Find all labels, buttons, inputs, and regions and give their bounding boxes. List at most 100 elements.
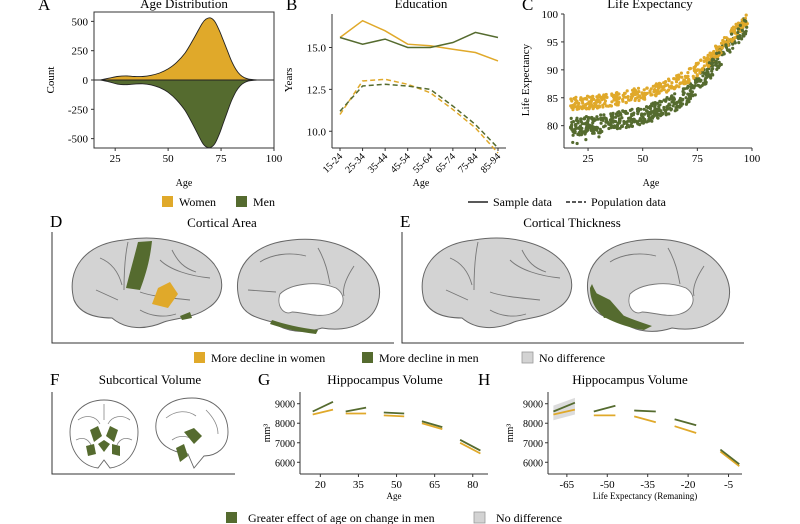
- x-tick-label-25: 25: [110, 153, 122, 165]
- panel-letter-h: H: [478, 370, 490, 389]
- panel-h-xlabel: Life Expectancy (Remaning): [593, 491, 697, 501]
- scatter-point: [613, 102, 618, 106]
- scatter-point: [646, 114, 651, 118]
- trajectory-men-2: [383, 411, 405, 415]
- region-men-occipital: [590, 284, 652, 330]
- scatter-point: [714, 63, 718, 67]
- scatter-point: [616, 103, 620, 107]
- scatter-point: [663, 108, 667, 112]
- scatter-point: [722, 40, 727, 44]
- scatter-point: [656, 101, 660, 105]
- scatter-point: [731, 42, 735, 46]
- scatter-point: [579, 117, 583, 121]
- scatter-point: [693, 70, 698, 74]
- scatter-point: [696, 77, 700, 82]
- line-sample-men: [339, 31, 499, 49]
- scatter-point: [669, 96, 673, 100]
- scatter-point: [657, 81, 662, 85]
- scatter-point: [593, 118, 597, 122]
- trajectory-women-4: [459, 442, 481, 455]
- panel-letter-e: E: [400, 212, 410, 231]
- scatter-point: [622, 91, 627, 95]
- scatter-point: [676, 73, 680, 77]
- brain-medial-thickness: [586, 238, 730, 332]
- scatter-point: [695, 62, 699, 66]
- panel-a-title: Age Distribution: [140, 0, 228, 11]
- scatter-point: [650, 115, 654, 119]
- scatter-point: [607, 126, 611, 131]
- scatter-point: [575, 141, 579, 146]
- scatter-point: [642, 88, 646, 92]
- scatter-point: [617, 97, 621, 101]
- scatter-point: [720, 46, 724, 50]
- panel-a: A Age Distribution 25 50 75 100 500 250 0 -250 -…: [38, 0, 283, 189]
- scatter-point: [697, 84, 701, 88]
- scatter-point: [571, 133, 575, 137]
- legend-sex: Women Men: [162, 195, 275, 209]
- x-tick-label-75: 75: [692, 153, 704, 165]
- scatter-point: [737, 37, 741, 41]
- scatter-points-women-1: [569, 13, 749, 112]
- y-tick-label-10: 10.0: [307, 126, 327, 138]
- panel-d-title: Cortical Area: [187, 215, 257, 230]
- scatter-point: [605, 95, 609, 99]
- scatter-point: [587, 116, 591, 120]
- trajectory-men-4: [719, 448, 740, 465]
- scatter-point: [653, 84, 658, 88]
- panel-f-frame: [51, 392, 235, 475]
- scatter-point: [570, 123, 574, 127]
- scatter-point: [724, 45, 728, 49]
- y-tick-label-7000: 7000: [523, 439, 543, 450]
- legend-label-no-difference: No difference: [539, 351, 605, 365]
- scatter-point: [580, 122, 584, 126]
- scatter-point: [583, 103, 587, 107]
- scatter-point: [683, 74, 688, 78]
- scatter-point: [636, 86, 641, 90]
- y-tick-label-6000: 6000: [275, 458, 295, 469]
- scatter-point: [603, 99, 608, 103]
- scatter-point: [662, 105, 666, 110]
- legend-label-sample: Sample data: [493, 195, 553, 209]
- panel-b: B Education 10.0 12.5 15.0 15-2425-3435-444…: [283, 0, 506, 189]
- scatter-point: [738, 23, 743, 27]
- panel-d: D Cortical Area: [50, 212, 394, 344]
- scatter-point: [719, 41, 724, 45]
- x-tick-label-100: 100: [266, 153, 283, 165]
- panel-d-frame: [51, 232, 394, 344]
- scatter-point: [670, 94, 674, 98]
- scatter-point: [680, 75, 684, 79]
- scatter-point: [611, 95, 616, 99]
- scatter-point: [630, 124, 635, 128]
- scatter-point: [731, 46, 735, 50]
- x-tick-label-100: 100: [744, 153, 761, 165]
- line-population-women: [339, 78, 499, 154]
- scatter-point: [637, 98, 641, 103]
- scatter-point: [622, 122, 626, 126]
- x-tick-label--5: -5: [724, 479, 734, 491]
- panel-letter-c: C: [522, 0, 533, 14]
- y-tick-label-8000: 8000: [523, 419, 543, 430]
- scatter-point: [682, 87, 687, 91]
- hippocampus-age-plot: 20 35 50 65 80 6000 7000 8000 9000: [275, 400, 481, 491]
- scatter-point: [640, 112, 644, 116]
- scatter-point: [689, 85, 693, 89]
- scatter-point: [706, 53, 710, 58]
- legend-label-effect-men: Greater effect of age on change in men: [248, 511, 435, 524]
- scatter-point: [716, 57, 720, 61]
- panel-h-title: Hippocampus Volume: [572, 372, 688, 387]
- scatter-point: [645, 105, 649, 109]
- scatter-point: [691, 94, 695, 98]
- scatter-point: [673, 92, 677, 96]
- scatter-point: [691, 74, 695, 78]
- trajectory-men-1: [345, 406, 367, 413]
- scatter-point: [598, 100, 602, 104]
- education-plot: 10.0 12.5 15.0 15-2425-3435-4445-5455-6465-…: [307, 19, 503, 176]
- scatter-point: [572, 103, 576, 107]
- confidence-band: [553, 397, 575, 421]
- scatter-point: [629, 95, 634, 99]
- panel-c: C Life Expectancy 25 50 75 100 80 85 90 95 100 A…: [520, 0, 761, 189]
- region-men-precentral: [126, 241, 152, 290]
- scatter-point: [676, 77, 681, 81]
- scatter-point: [701, 74, 705, 78]
- scatter-point: [715, 51, 719, 56]
